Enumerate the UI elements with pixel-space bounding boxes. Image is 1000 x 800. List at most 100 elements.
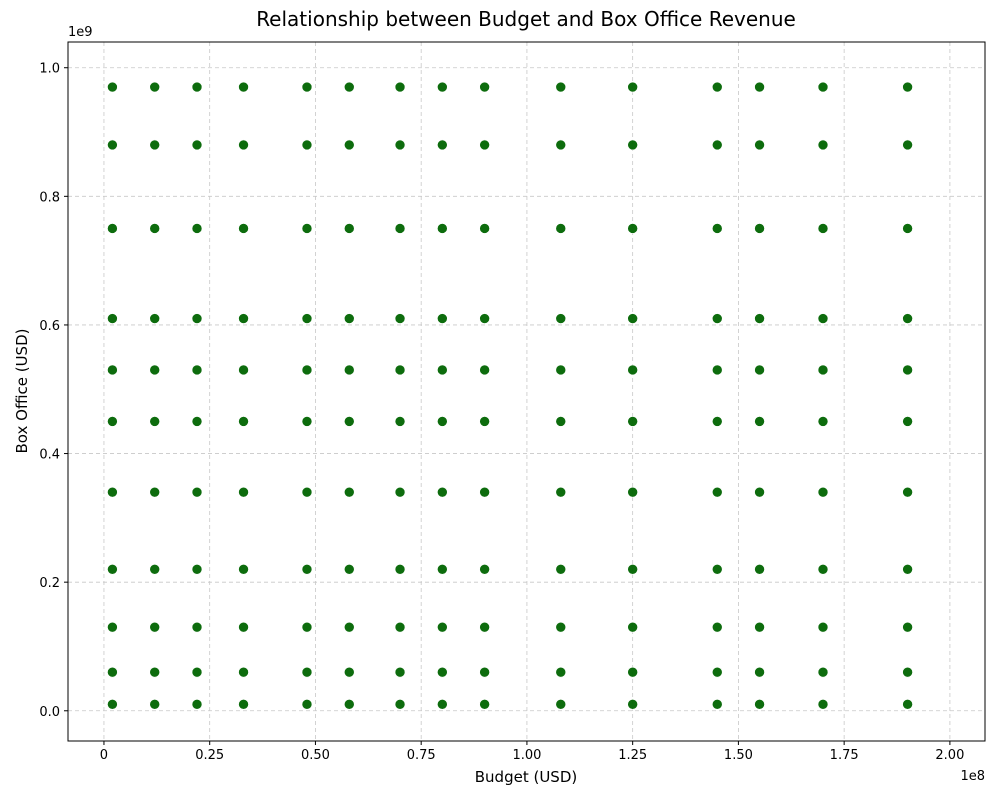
point (555, 699, 567, 710)
point (817, 313, 829, 324)
point (191, 81, 203, 93)
point (817, 486, 829, 498)
point (479, 699, 490, 710)
point (149, 313, 161, 324)
point (301, 699, 313, 710)
point (238, 81, 249, 93)
point (627, 416, 638, 427)
point (191, 416, 203, 427)
point (754, 666, 765, 678)
point (301, 416, 313, 427)
point (627, 313, 638, 324)
point (107, 139, 118, 151)
point (191, 486, 203, 498)
y-tick-label: 0.0 (39, 705, 60, 720)
point (902, 699, 913, 710)
point (343, 621, 355, 633)
point (238, 666, 249, 678)
point (555, 364, 567, 376)
point (394, 486, 406, 498)
point (191, 139, 203, 151)
point (555, 313, 567, 324)
point (754, 564, 765, 575)
point (437, 416, 448, 427)
grid (68, 42, 985, 741)
point (343, 313, 355, 324)
point (394, 223, 406, 234)
point (555, 416, 567, 427)
point (343, 699, 355, 710)
point (627, 621, 638, 633)
point (301, 313, 313, 324)
point (191, 621, 203, 633)
x-tick-label: 0.25 (195, 748, 224, 763)
point (437, 313, 448, 324)
x-tick-label: 0.75 (407, 748, 436, 763)
point (817, 223, 829, 234)
point (711, 621, 723, 633)
point (394, 81, 406, 93)
point (343, 364, 355, 376)
point (238, 313, 249, 324)
point (902, 486, 913, 498)
point (301, 223, 313, 234)
point (238, 621, 249, 633)
y-tick-label: 0.6 (39, 319, 60, 334)
point (479, 564, 490, 575)
point (902, 223, 913, 234)
point (817, 364, 829, 376)
point (301, 139, 313, 151)
point (754, 416, 765, 427)
point (437, 139, 448, 151)
point (754, 699, 765, 710)
point (107, 313, 118, 324)
point (343, 416, 355, 427)
point (711, 486, 723, 498)
point (711, 223, 723, 234)
point (149, 81, 161, 93)
y-tick-label: 0.8 (39, 190, 60, 205)
point (902, 564, 913, 575)
point (301, 564, 313, 575)
point (301, 486, 313, 498)
point (627, 223, 638, 234)
point (555, 223, 567, 234)
point (754, 223, 765, 234)
point (107, 223, 118, 234)
point (479, 139, 490, 151)
point (191, 313, 203, 324)
point (238, 364, 249, 376)
point (301, 666, 313, 678)
point (149, 666, 161, 678)
point (238, 699, 249, 710)
point (149, 223, 161, 234)
point (394, 699, 406, 710)
point (754, 313, 765, 324)
point (437, 564, 448, 575)
plot-frame (67, 41, 986, 742)
point (627, 666, 638, 678)
point (238, 223, 249, 234)
point (301, 364, 313, 376)
x-axis-label: Budget (USD) (475, 768, 577, 786)
point (107, 621, 118, 633)
point (149, 699, 161, 710)
point (191, 223, 203, 234)
x-tick-label: 1.00 (512, 748, 541, 763)
x-tick-label: 2.00 (935, 748, 964, 763)
point (191, 699, 203, 710)
point (149, 364, 161, 376)
point (107, 486, 118, 498)
point (817, 416, 829, 427)
point (479, 666, 490, 678)
point (711, 666, 723, 678)
point (394, 313, 406, 324)
points (107, 81, 913, 710)
point (902, 313, 913, 324)
point (343, 223, 355, 234)
point (107, 699, 118, 710)
point (902, 666, 913, 678)
point (149, 416, 161, 427)
point (711, 313, 723, 324)
point (107, 81, 118, 93)
